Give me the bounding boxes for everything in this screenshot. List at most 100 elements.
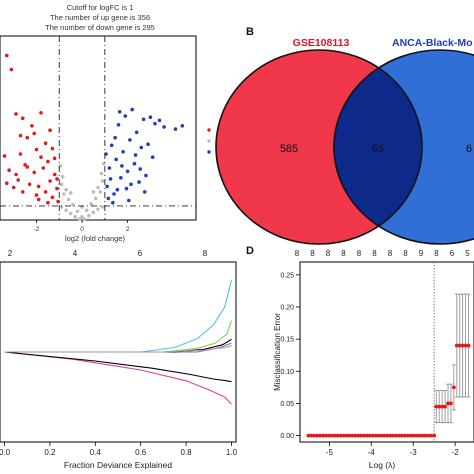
panel-c: 2 4 6 8 0.0 0.2 0.4 0.6 0.8 1.0 Fraction Devianc… xyxy=(0,249,238,470)
volcano-point-stable xyxy=(98,190,103,194)
cv-point xyxy=(432,433,437,438)
cv-point xyxy=(411,433,416,438)
cv-point xyxy=(440,404,445,409)
volcano-point-down xyxy=(27,182,32,187)
cv-point xyxy=(437,404,442,409)
cv-point xyxy=(391,433,396,438)
cv-point xyxy=(460,343,465,348)
volcano-point-stable xyxy=(75,209,80,214)
cv-point xyxy=(318,433,322,438)
volcano-point-up xyxy=(150,155,155,159)
cv-point xyxy=(335,433,340,438)
volcano-point-down xyxy=(46,159,50,164)
cv-point xyxy=(457,343,462,348)
volcano-x-tick-label: 0 xyxy=(80,226,84,233)
volcano-point-down xyxy=(9,67,14,72)
volcano-point-up xyxy=(112,192,116,196)
volcano-point-up xyxy=(146,142,150,146)
cv-x-ticks: -5 -4 -3 -2 xyxy=(326,442,459,457)
volcano-point-down xyxy=(30,124,34,128)
coef-top-tick-label: 2 xyxy=(8,249,13,258)
volcano-x-tick-label: 2 xyxy=(126,226,130,233)
panel-d-letter: D xyxy=(246,245,254,257)
volcano-point-down xyxy=(55,186,59,191)
volcano-point-stable xyxy=(100,179,105,183)
venn-set-left-title: GSE108113 xyxy=(293,37,350,49)
volcano-point-down xyxy=(23,163,27,167)
cv-y-tick-label: 0.10 xyxy=(280,369,294,376)
volcano-point-down xyxy=(18,152,23,156)
cv-point xyxy=(463,343,468,348)
volcano-point-down xyxy=(16,178,21,182)
cv-top-tick-label: 5 xyxy=(465,249,470,258)
cv-point xyxy=(312,433,317,438)
cv-point xyxy=(356,433,360,438)
volcano-point-up xyxy=(119,176,123,180)
cv-point xyxy=(394,433,398,438)
volcano-point-up xyxy=(116,123,121,127)
volcano-point-up xyxy=(141,117,146,122)
volcano-point-stable xyxy=(82,217,87,221)
venn-set-left-outline xyxy=(215,49,423,245)
volcano-point-stable xyxy=(66,197,71,202)
cv-y-tick-label: 0.00 xyxy=(280,433,294,440)
cv-point xyxy=(443,404,447,409)
volcano-point-down xyxy=(46,200,50,205)
volcano-point-stable xyxy=(87,213,91,218)
cv-point xyxy=(397,433,401,438)
volcano-point-stable xyxy=(91,190,96,194)
coef-x-tick-label: 0.2 xyxy=(44,448,56,457)
cv-point xyxy=(420,433,425,438)
volcano-point-down xyxy=(56,199,60,204)
volcano-point-up xyxy=(127,198,131,203)
volcano-point-stable xyxy=(80,215,84,219)
venn-set-right-title: ANCA-Black-Mo xyxy=(392,37,473,49)
volcano-point-up xyxy=(128,138,132,142)
volcano-point-up xyxy=(180,124,185,128)
volcano-frame xyxy=(0,35,197,221)
cv-point xyxy=(359,433,363,438)
cv-point xyxy=(429,433,434,438)
volcano-point-up xyxy=(134,130,139,135)
cv-point xyxy=(434,404,439,409)
venn-left-only-count: 585 xyxy=(280,143,298,155)
volcano-point-down xyxy=(41,166,46,170)
volcano-point-up xyxy=(133,153,138,157)
volcano-x-ticks: -2 0 2 xyxy=(34,220,130,233)
coef-path-6 xyxy=(4,345,232,353)
volcano-point-down xyxy=(25,165,30,169)
volcano-point-down xyxy=(5,53,9,58)
volcano-point-down xyxy=(50,146,55,151)
volcano-point-up xyxy=(130,107,134,112)
coef-x-axis-label: Fraction Deviance Explained xyxy=(64,460,172,470)
volcano-point-up xyxy=(137,180,141,184)
cv-point xyxy=(379,433,384,438)
volcano-point-stable xyxy=(99,171,104,176)
cv-point xyxy=(426,433,431,438)
cv-top-tick-label: 8 xyxy=(326,249,331,258)
cv-top-axis: 8 8 8 8 8 8 8 8 9 8 6 5 xyxy=(295,249,471,258)
volcano-annotation-2: The number of up gene is 356 xyxy=(50,13,150,22)
cv-x-tick-label: -2 xyxy=(452,448,460,457)
volcano-point-stable xyxy=(73,215,77,219)
volcano-point-down xyxy=(43,141,48,145)
cv-point xyxy=(446,401,450,406)
venn-set-right-outline xyxy=(333,49,474,245)
cv-point xyxy=(344,433,349,438)
cv-point xyxy=(417,433,422,438)
cv-point xyxy=(454,343,459,348)
coef-top-tick-label: 6 xyxy=(138,249,143,258)
volcano-point-up xyxy=(138,167,142,171)
cv-point xyxy=(382,433,387,438)
cv-x-axis-label: Log (λ) xyxy=(369,460,396,470)
cv-point xyxy=(353,433,358,438)
volcano-point-down xyxy=(5,181,9,185)
volcano-annotation-1: Cutoff for logFC is 1 xyxy=(67,3,134,12)
volcano-point-down xyxy=(21,190,25,194)
volcano-point-up xyxy=(113,135,117,140)
volcano-point-up xyxy=(173,127,178,131)
volcano-point-down xyxy=(55,177,59,181)
coef-lines xyxy=(4,279,233,405)
volcano-point-down xyxy=(43,190,48,194)
